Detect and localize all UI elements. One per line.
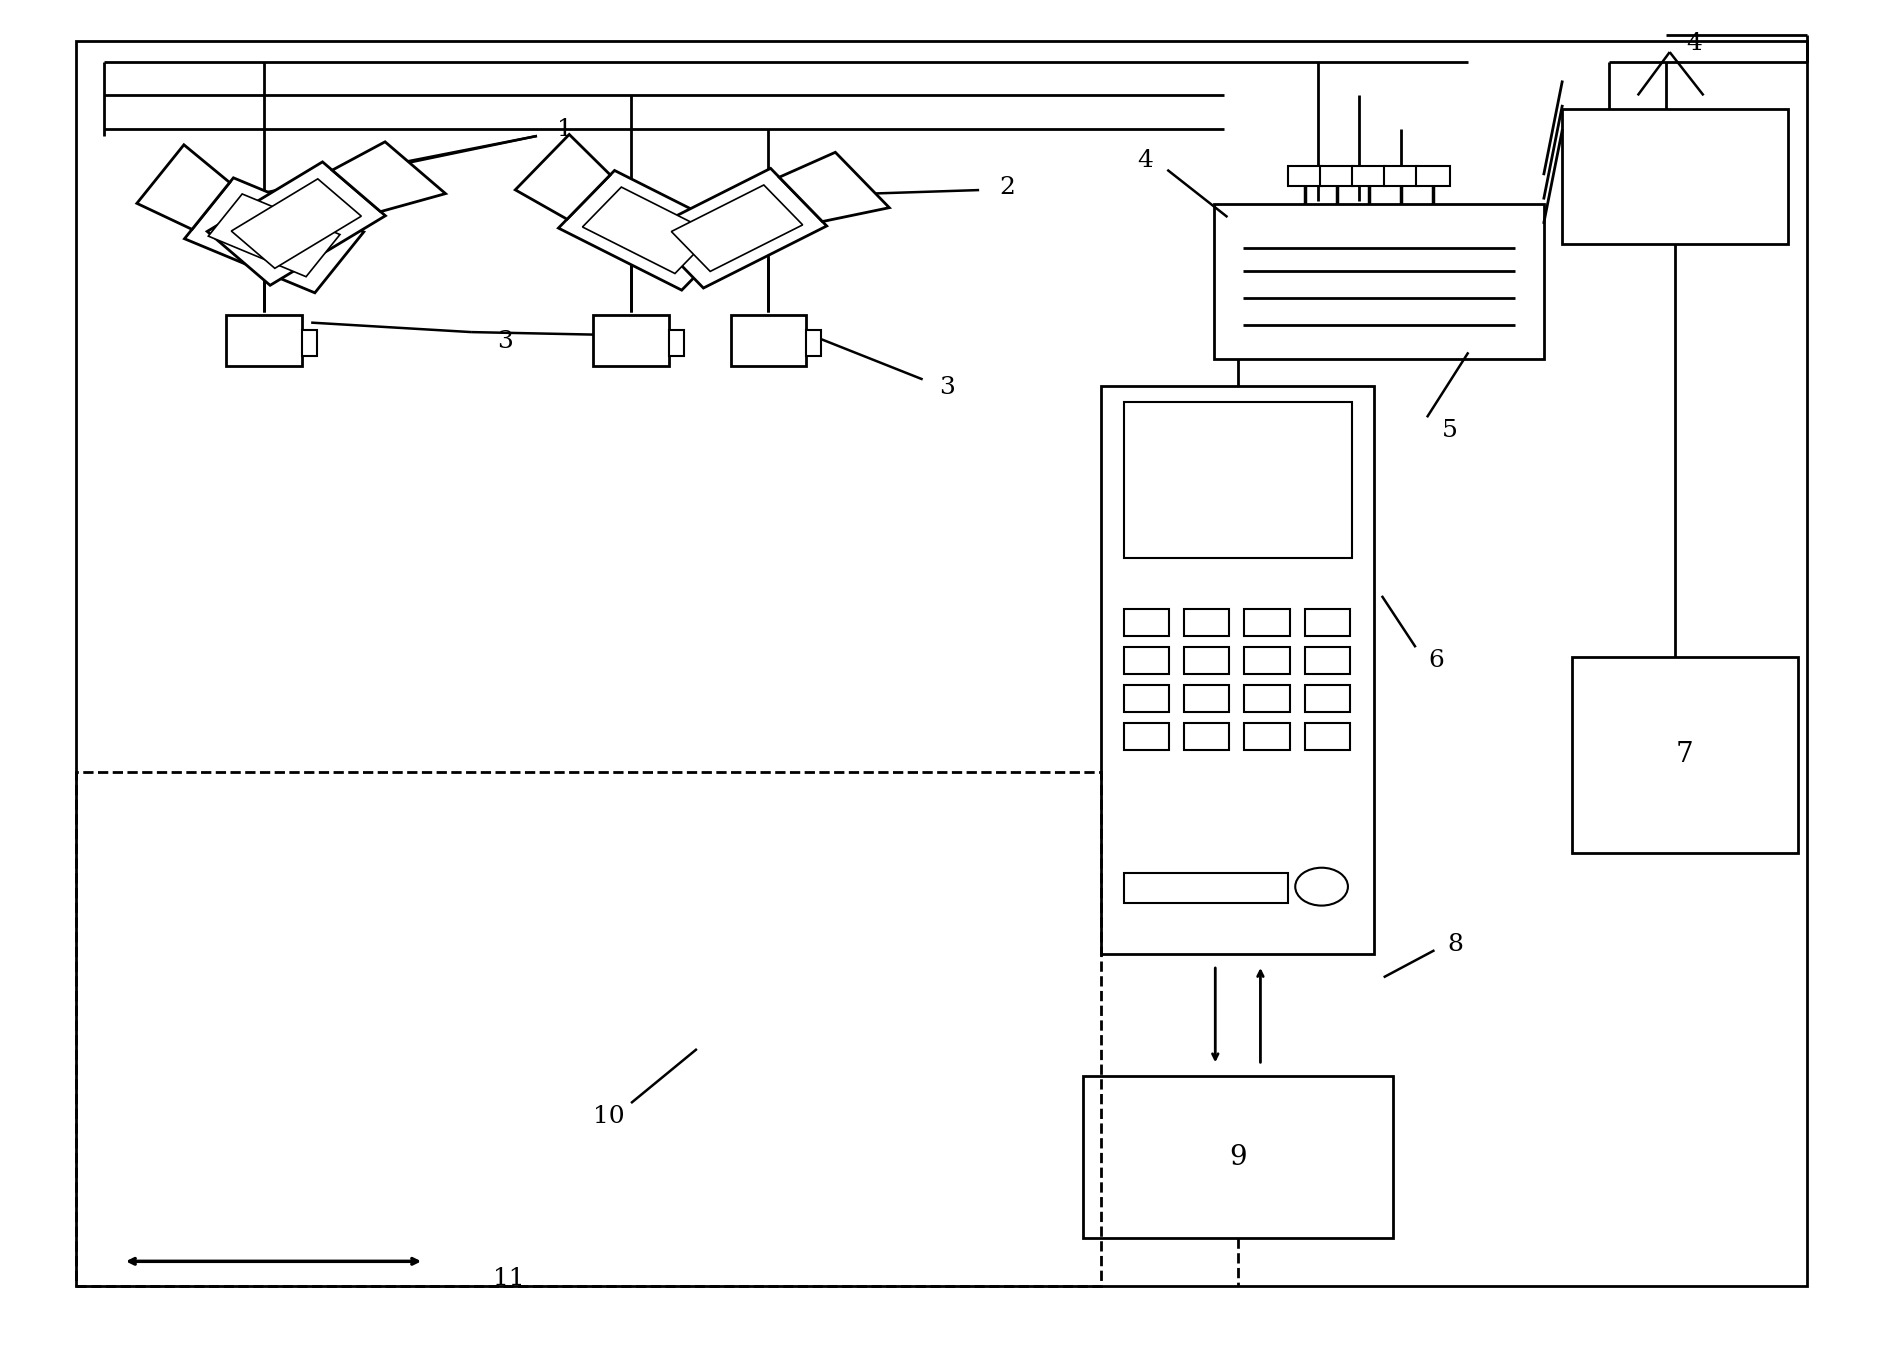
Bar — [1244, 609, 1289, 636]
Polygon shape — [231, 179, 361, 268]
Bar — [1124, 402, 1351, 558]
Bar — [1101, 386, 1374, 955]
Polygon shape — [647, 168, 826, 288]
Polygon shape — [582, 187, 713, 274]
Bar — [805, 330, 821, 356]
Bar — [75, 772, 1101, 1286]
Polygon shape — [672, 185, 802, 271]
Bar — [301, 330, 316, 356]
Bar — [1351, 165, 1385, 185]
Bar — [1304, 723, 1349, 750]
Bar — [1562, 108, 1788, 244]
Bar — [1184, 723, 1229, 750]
Text: 9: 9 — [1229, 1144, 1246, 1171]
Polygon shape — [132, 366, 442, 1232]
Bar — [1244, 723, 1289, 750]
Bar — [1124, 723, 1169, 750]
Text: 4: 4 — [1137, 149, 1152, 172]
Bar — [1124, 685, 1169, 712]
Bar — [1383, 165, 1417, 185]
Bar — [1244, 685, 1289, 712]
Bar — [1415, 165, 1449, 185]
Polygon shape — [184, 177, 363, 292]
Text: 4: 4 — [1684, 32, 1701, 56]
Text: 8: 8 — [1447, 933, 1462, 956]
Polygon shape — [779, 152, 888, 222]
Polygon shape — [331, 142, 446, 211]
Text: 1: 1 — [557, 118, 572, 141]
Bar — [1184, 647, 1229, 674]
Bar — [1124, 647, 1169, 674]
Bar — [1124, 609, 1169, 636]
Bar — [1304, 647, 1349, 674]
Text: 6: 6 — [1428, 650, 1443, 673]
Text: 11: 11 — [493, 1267, 525, 1290]
Bar — [1244, 647, 1289, 674]
Bar — [1124, 873, 1287, 903]
Text: 10: 10 — [593, 1105, 625, 1128]
Text: 7: 7 — [1675, 741, 1692, 768]
Bar — [668, 330, 683, 356]
Polygon shape — [137, 145, 230, 229]
Bar — [1287, 165, 1321, 185]
Text: 3: 3 — [939, 376, 954, 399]
Text: 3: 3 — [497, 330, 512, 353]
Text: 2: 2 — [999, 176, 1014, 199]
Bar — [1319, 165, 1353, 185]
Polygon shape — [536, 366, 790, 1232]
Bar — [730, 314, 805, 366]
Polygon shape — [516, 134, 610, 219]
Polygon shape — [207, 162, 386, 286]
Bar — [1184, 609, 1229, 636]
Polygon shape — [209, 194, 341, 276]
Bar — [1082, 1076, 1393, 1239]
Polygon shape — [559, 171, 738, 290]
Bar — [1304, 685, 1349, 712]
Text: 5: 5 — [1442, 420, 1457, 443]
Bar — [226, 314, 301, 366]
Bar — [1304, 609, 1349, 636]
Bar — [1214, 203, 1543, 359]
Bar — [593, 314, 668, 366]
Bar — [1184, 685, 1229, 712]
Bar — [1571, 657, 1797, 853]
